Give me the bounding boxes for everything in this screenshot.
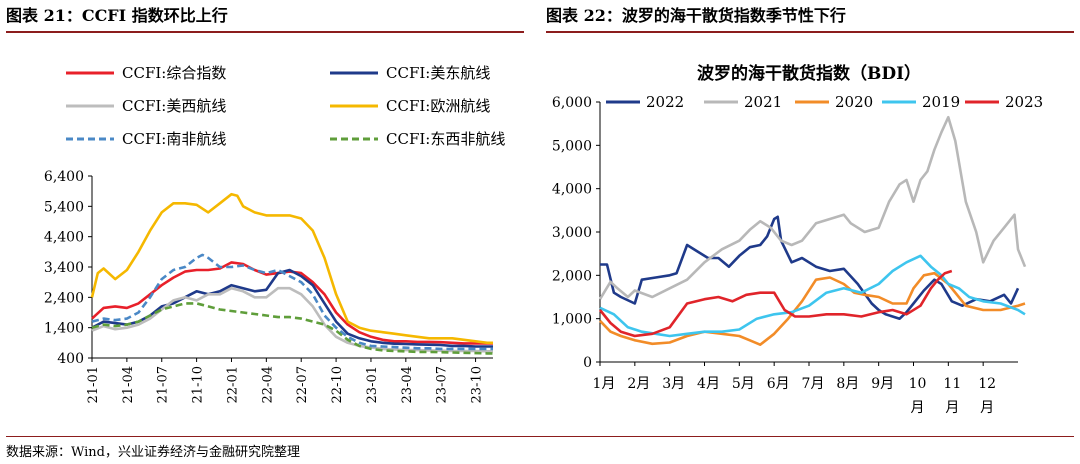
- x-tick-label-number: 12: [978, 376, 996, 392]
- y-tick-label: 1,000: [552, 312, 592, 328]
- x-tick-label-number: 11: [943, 376, 961, 392]
- legend-label-6: CCFI:东西非航线: [386, 130, 505, 148]
- legend-label-2023: 2023: [1005, 93, 1043, 111]
- y-tick-label: 5,400: [44, 199, 84, 215]
- x-tick-label: 22-01: [225, 366, 240, 403]
- x-tick-label: 23-04: [400, 366, 415, 403]
- x-tick-label: 1月: [593, 376, 616, 392]
- x-tick-label: 21-04: [121, 366, 136, 403]
- x-tick-label: 23-01: [365, 366, 380, 403]
- x-tick-label: 23-10: [470, 366, 485, 403]
- series-line-4: [90, 192, 493, 345]
- y-tick-label: 3,000: [552, 225, 592, 241]
- y-tick-label: 4,400: [44, 230, 84, 246]
- x-tick-label: 22-04: [260, 366, 275, 403]
- x-tick-label: 6月: [767, 376, 790, 392]
- series-line-5: [91, 253, 493, 351]
- legend-label-3: CCFI:美西航线: [122, 97, 226, 115]
- x-tick-label-month: 月: [911, 400, 925, 416]
- right-title-rule: [546, 31, 1074, 33]
- series-line-2023: [598, 269, 953, 338]
- x-tick-label: 21-01: [86, 366, 101, 403]
- right-figure-title: 图表 22：波罗的海干散货指数季节性下行: [546, 6, 846, 25]
- y-tick-label: 6,000: [552, 95, 592, 111]
- x-tick-label-month: 月: [980, 400, 994, 416]
- x-tick-label: 21-10: [191, 366, 206, 403]
- x-tick-label: 23-07: [435, 366, 450, 403]
- legend-label-2020: 2020: [835, 93, 873, 111]
- legend-label-2022: 2022: [646, 93, 684, 111]
- legend-label-2019: 2019: [922, 93, 960, 111]
- y-tick-label: 1,400: [44, 321, 84, 337]
- y-tick-label: 0: [583, 355, 592, 371]
- series-line-6: [91, 302, 493, 355]
- y-tick-label: 2,400: [44, 290, 84, 306]
- x-tick-label: 4月: [697, 376, 720, 392]
- y-tick-label: 2,000: [552, 268, 592, 284]
- y-tick-label: 3,400: [44, 260, 84, 276]
- x-tick-label: 8月: [836, 376, 859, 392]
- y-tick-label: 4,000: [552, 182, 592, 198]
- series-line-2019: [599, 254, 1026, 338]
- series-line-1: [91, 261, 493, 345]
- source-note: 数据来源：Wind，兴业证券经济与金融研究院整理: [6, 445, 300, 460]
- x-tick-label: 5月: [732, 376, 755, 392]
- x-tick-label: 9月: [871, 376, 894, 392]
- y-tick-label: 400: [57, 351, 84, 367]
- x-tick-label-number: 10: [909, 376, 927, 392]
- series-line-2021: [598, 115, 1027, 300]
- y-tick-label: 6,400: [44, 169, 84, 185]
- x-tick-label: 21-07: [156, 366, 171, 403]
- x-tick-label: 3月: [662, 376, 685, 392]
- footer-rule: [6, 436, 1074, 437]
- left-title-rule: [6, 31, 524, 33]
- legend-label-1: CCFI:综合指数: [122, 64, 226, 82]
- legend-label-5: CCFI:南非航线: [122, 130, 226, 148]
- legend-label-2: CCFI:美东航线: [386, 64, 490, 82]
- chart-title: 波罗的海干散货指数（BDI）: [697, 63, 921, 84]
- left-figure-title: 图表 21：CCFI 指数环比上行: [6, 6, 228, 25]
- y-tick-label: 5,000: [552, 138, 592, 154]
- series-line-2022: [600, 215, 1020, 320]
- x-tick-label: 2月: [627, 376, 650, 392]
- x-tick-label: 7月: [802, 376, 825, 392]
- legend-label-2021: 2021: [744, 93, 782, 111]
- bdi-chart: 波罗的海干散货指数（BDI） 6,000 5,000 4,000 3,000 2,000 1…: [552, 63, 1043, 416]
- legend-label-4: CCFI:欧洲航线: [386, 97, 490, 115]
- x-tick-label: 22-10: [330, 366, 345, 403]
- x-tick-label-month: 月: [945, 400, 959, 416]
- x-tick-label: 22-07: [295, 366, 310, 403]
- series-line-2: [91, 268, 493, 348]
